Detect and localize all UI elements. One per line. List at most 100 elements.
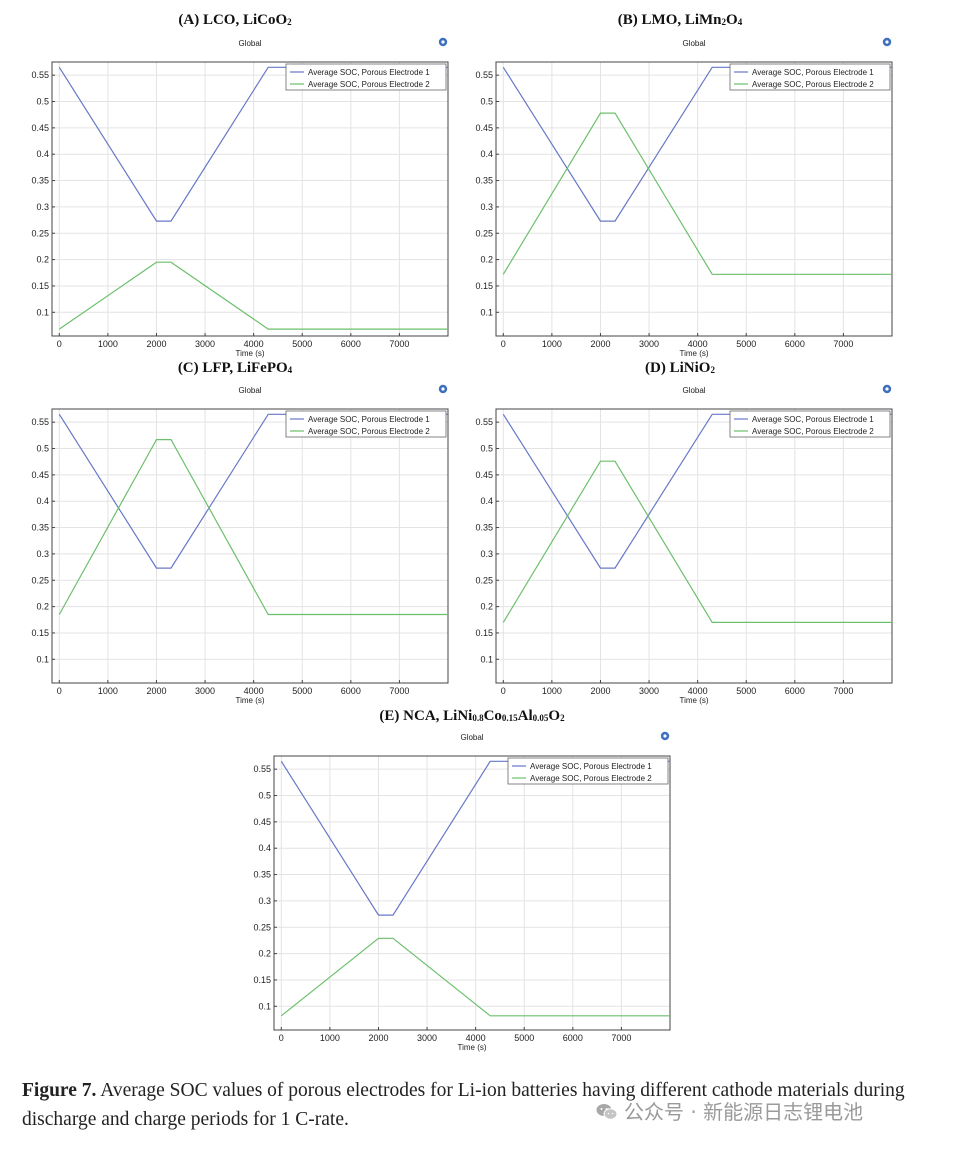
y-tick-label: 0.45 [475,123,493,133]
plot-subtitle: Global [682,39,705,48]
x-tick-label: 2000 [368,1033,388,1043]
y-tick-label: 0.2 [258,949,271,959]
y-tick-label: 0.15 [475,281,493,291]
legend-entry-2: Average SOC, Porous Electrode 2 [752,80,874,89]
series-line-2 [502,460,892,623]
legend: Average SOC, Porous Electrode 1 Average S… [285,410,447,438]
caption-text: Average SOC values of porous electrodes … [22,1080,905,1130]
y-tick-label: 0.55 [31,70,49,80]
y-tick-label: 0.5 [36,444,49,454]
legend: Average SOC, Porous Electrode 1 Average S… [729,410,891,438]
y-tick-label: 0.2 [36,255,49,265]
plot-frame [51,61,449,337]
x-tick-label: 2000 [146,339,166,349]
legend-entry-2: Average SOC, Porous Electrode 2 [308,427,430,436]
plot-subtitle: Global [238,386,261,395]
legend-entry-1: Average SOC, Porous Electrode 1 [530,762,652,771]
y-tick-label: 0.15 [253,975,271,985]
y-tick-label: 0.35 [31,176,49,186]
y-tick-label: 0.25 [253,922,271,932]
camera-icon [660,731,670,741]
x-tick-label: 7000 [833,339,853,349]
y-tick-label: 0.1 [36,654,49,664]
y-tick-label: 0.35 [475,176,493,186]
legend: Average SOC, Porous Electrode 1 Average S… [285,63,447,91]
chart-lco: Global 0 1000 2000 3000 4000 5000 6000 7000 0.1 0.… [31,37,449,358]
legend-entry-2: Average SOC, Porous Electrode 2 [530,774,652,783]
camera-icon [882,37,892,47]
caption-label: Figure 7. [22,1080,97,1101]
x-tick-label: 4000 [244,339,264,349]
x-tick-label: 6000 [785,686,805,696]
x-tick-label: 1000 [542,339,562,349]
y-tick-label: 0.25 [475,575,493,585]
chart-lfp: Global 0 1000 2000 3000 4000 5000 6000 7000 0.1 0.… [31,384,449,705]
x-tick-label: 6000 [341,686,361,696]
x-tick-label: 2000 [590,686,610,696]
plot-frame [273,755,671,1031]
series-line-2 [280,937,670,1017]
panel-title-b: (B) LMO, LiMn2O4 [617,12,743,28]
x-tick-label: 7000 [389,339,409,349]
legend-entry-1: Average SOC, Porous Electrode 1 [752,68,874,77]
x-axis-label: Time (s) [679,349,708,358]
y-tick-label: 0.4 [258,843,271,853]
y-tick-label: 0.5 [480,444,493,454]
x-tick-label: 5000 [292,339,312,349]
x-tick-label: 3000 [417,1033,437,1043]
x-tick-label: 6000 [563,1033,583,1043]
x-tick-label: 4000 [466,1033,486,1043]
plot-subtitle: Global [238,39,261,48]
x-tick-label: 3000 [195,686,215,696]
x-tick-label: 2000 [146,686,166,696]
y-tick-label: 0.4 [480,149,493,159]
y-tick-label: 0.2 [480,602,493,612]
plot-frame [51,408,449,684]
wechat-icon [596,1104,618,1120]
legend-box [285,410,447,438]
x-tick-label: 1000 [98,686,118,696]
x-tick-label: 1000 [320,1033,340,1043]
y-tick-label: 0.4 [480,496,493,506]
legend: Average SOC, Porous Electrode 1 Average S… [507,757,669,785]
panel-title-d: (D) LiNiO2 [645,360,715,376]
x-tick-label: 5000 [514,1033,534,1043]
y-tick-label: 0.1 [258,1001,271,1011]
legend-box [507,757,669,785]
chart-nca: Global 0 1000 2000 3000 4000 5000 6000 7000 0.1 0.… [253,731,671,1052]
plot-subtitle: Global [460,733,483,742]
legend-entry-1: Average SOC, Porous Electrode 1 [752,415,874,424]
x-tick-label: 6000 [341,339,361,349]
series-line-2 [58,438,448,616]
legend-box [285,63,447,91]
y-tick-label: 0.25 [31,228,49,238]
plot-frame [495,408,893,684]
y-tick-label: 0.45 [31,123,49,133]
y-tick-label: 0.3 [258,896,271,906]
x-tick-label: 1000 [542,686,562,696]
chart-linio2: Global 0 1000 2000 3000 4000 5000 6000 7000 0.1 0.… [475,384,893,705]
y-tick-label: 0.35 [31,523,49,533]
y-tick-label: 0.3 [36,549,49,559]
y-tick-label: 0.3 [480,202,493,212]
x-tick-label: 3000 [639,686,659,696]
y-tick-label: 0.2 [36,602,49,612]
legend-entry-1: Average SOC, Porous Electrode 1 [308,415,430,424]
y-tick-label: 0.5 [258,791,271,801]
y-tick-label: 0.55 [253,764,271,774]
legend-entry-2: Average SOC, Porous Electrode 2 [752,427,874,436]
figure-caption: Figure 7. Average SOC values of porous e… [22,1076,972,1134]
x-axis-label: Time (s) [235,696,264,705]
y-tick-label: 0.15 [31,628,49,638]
watermark: 公众号 · 新能源日志锂电池 [596,1096,863,1125]
y-tick-label: 0.1 [480,654,493,664]
legend-box [729,63,891,91]
legend-box [729,410,891,438]
y-tick-label: 0.5 [36,97,49,107]
x-tick-label: 7000 [611,1033,631,1043]
panel-title-a: (A) LCO, LiCoO2 [178,12,292,28]
y-tick-label: 0.4 [36,149,49,159]
legend-entry-1: Average SOC, Porous Electrode 1 [308,68,430,77]
y-tick-label: 0.55 [475,70,493,80]
panel-title-c: (C) LFP, LiFePO4 [177,360,293,376]
